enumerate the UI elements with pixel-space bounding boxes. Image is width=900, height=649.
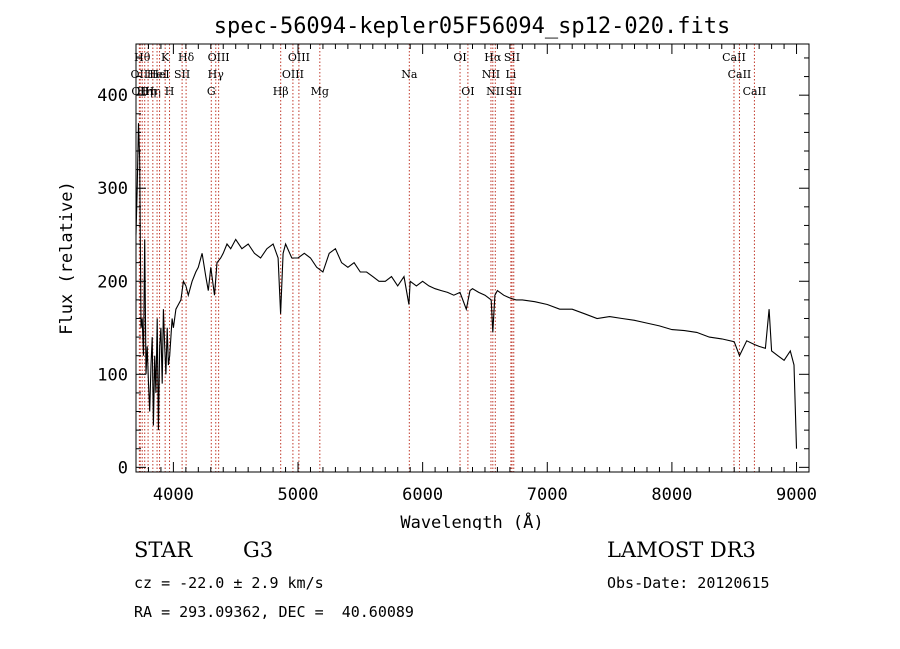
spectrum-line: [135, 123, 798, 449]
spectral-line-label: OIII: [288, 51, 310, 64]
y-tick-label: 300: [97, 179, 128, 199]
y-tick-label: 100: [97, 365, 128, 385]
spectral-line-label: Mg: [311, 85, 329, 98]
y-tick-label: 0: [118, 458, 128, 478]
coordinates-text: RA = 293.09362, DEC = 40.60089: [134, 603, 414, 621]
spectral-line-label: OII: [131, 68, 149, 81]
chart-title: spec-56094-kepler05F56094_sp12-020.fits: [214, 14, 731, 39]
spectral-line-label: OI: [461, 85, 474, 98]
x-axis-label: Wavelength (Å): [400, 511, 543, 530]
x-tick-label: 9000: [776, 485, 817, 505]
spectral-line-label: Hη: [145, 85, 161, 98]
spectral-line-label: H: [165, 85, 175, 98]
spectral-line-label: SII: [504, 51, 520, 64]
y-axis-label: Flux (relative): [57, 181, 77, 335]
spectral-line-label: OI: [453, 51, 466, 64]
spectral-line-label: Hα: [484, 51, 502, 64]
spectral-line-label: NII: [482, 68, 500, 81]
spectral-line-label: K: [161, 51, 170, 64]
spectral-line-label: OIII: [282, 68, 304, 81]
obs-date-text: Obs-Date: 20120615: [607, 574, 770, 592]
object-class: STAR: [134, 538, 193, 562]
x-tick-label: 7000: [527, 485, 568, 505]
redshift-text: cz = -22.0 ± 2.9 km/s: [134, 574, 324, 592]
y-tick-label: 200: [97, 272, 128, 292]
spectral-line-label: CaII: [743, 85, 767, 98]
x-tick-label: 8000: [651, 485, 692, 505]
spectral-line-label: Hθ: [134, 51, 151, 64]
spectral-line-label: Hδ: [178, 51, 195, 64]
x-tick-label: 4000: [153, 485, 194, 505]
x-tick-label: 5000: [278, 485, 319, 505]
spectral-line-label: Na: [401, 68, 418, 81]
spectral-line-label: Li: [505, 68, 516, 81]
spectrum-chart: spec-56094-kepler05F56094_sp12-020.fits …: [57, 14, 817, 530]
spectral-line-label: SII: [174, 68, 190, 81]
survey-label: LAMOST DR3: [607, 538, 756, 562]
y-tick-label: 400: [97, 86, 128, 106]
spectral-line-label: G: [207, 85, 216, 98]
spectral-line-label: CaII: [722, 51, 746, 64]
spectral-line-label: Hβ: [273, 85, 289, 98]
subclass: G3: [243, 538, 274, 562]
x-tick-label: 6000: [402, 485, 443, 505]
spectral-line-label: HeI: [147, 68, 167, 81]
axis-ticks: 4000 5000 6000 7000 8000 9000 0 100 200 300 400: [97, 44, 817, 505]
spectral-line-label: OIII: [208, 51, 230, 64]
spectral-line-label: HeI: [149, 68, 169, 81]
spectral-line-label: CaII: [728, 68, 752, 81]
spectral-line-markers: OIIOIIHθHηHηHηHeIHeIKHSIIHδGHγOIIIHβOIII…: [131, 44, 767, 472]
plot-frame: [135, 43, 810, 473]
spectral-line-label: NII: [486, 85, 504, 98]
spectral-line-label: SII: [506, 85, 522, 98]
spectral-line-label: Hγ: [208, 68, 225, 81]
